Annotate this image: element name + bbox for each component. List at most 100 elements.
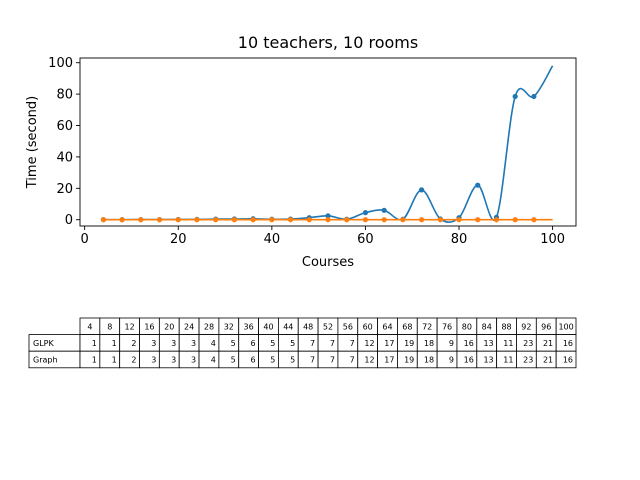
y-tick-label: 100 (48, 56, 73, 71)
column-header: 8 (107, 322, 112, 331)
cell-value: 7 (330, 339, 335, 348)
data-point (306, 217, 312, 223)
column-header: 92 (521, 322, 531, 331)
cell-value: 12 (364, 339, 374, 348)
column-header: 80 (462, 322, 472, 331)
table-cell (258, 350, 279, 369)
cell-value: 4 (211, 339, 216, 348)
table-cell (277, 334, 299, 352)
cell-value: 13 (483, 356, 493, 365)
cell-value: 16 (563, 339, 573, 348)
table-cell (317, 350, 339, 369)
cell-value: 7 (350, 339, 355, 348)
column-header: 84 (482, 322, 492, 331)
cell-value: 3 (151, 356, 156, 365)
plot-frame (79, 57, 577, 227)
cell-value: 1 (112, 339, 117, 348)
cell-value: 9 (449, 339, 454, 348)
data-point (344, 217, 350, 223)
cell-value: 19 (404, 356, 414, 365)
data-point (475, 182, 481, 188)
table-cell (158, 350, 180, 369)
cell-value: 21 (543, 356, 553, 365)
table-cell (238, 334, 259, 352)
cell-value: 3 (151, 339, 156, 348)
column-header: 44 (283, 322, 293, 331)
x-tick-label: 0 (81, 232, 89, 247)
table-cell (99, 350, 121, 369)
table-cell (317, 334, 339, 352)
data-point (119, 217, 125, 223)
column-header: 20 (164, 322, 174, 331)
table-cell (218, 334, 240, 352)
table-cell (139, 334, 160, 352)
cell-value: 4 (211, 356, 216, 365)
x-tick-label: 40 (264, 232, 281, 247)
data-point (287, 217, 294, 223)
column-header: 56 (343, 322, 353, 331)
cell-value: 19 (404, 339, 414, 348)
column-header: 16 (144, 322, 154, 331)
column-header: 100 (558, 322, 573, 331)
column-header: 28 (204, 322, 214, 331)
y-axis-label: Time (second) (25, 96, 40, 189)
cell-value: 6 (250, 356, 255, 365)
table-cell (297, 334, 319, 352)
cell-value: 17 (384, 356, 394, 365)
cell-value: 7 (330, 356, 335, 365)
cell-value: 5 (270, 339, 275, 348)
table-cell (555, 350, 577, 369)
cell-value: 5 (231, 356, 236, 365)
cell-value: 16 (464, 339, 474, 348)
cell-value: 5 (290, 356, 295, 365)
cell-value: 1 (92, 356, 97, 365)
data-point (269, 217, 275, 223)
column-header: 12 (125, 322, 135, 331)
data-point (250, 217, 256, 223)
table-cell (337, 350, 359, 369)
table-cell (119, 334, 140, 352)
table-cell (297, 350, 319, 369)
cell-value: 5 (231, 339, 236, 348)
data-point (512, 217, 518, 223)
cell-value: 3 (191, 356, 196, 365)
data-point (231, 217, 238, 223)
row-label: GLPK (33, 339, 54, 348)
column-header: 36 (244, 322, 254, 331)
y-tick-label: 40 (56, 150, 73, 165)
cell-value: 7 (350, 356, 355, 365)
series-line-1 (103, 65, 554, 223)
cell-value: 3 (171, 339, 176, 348)
y-tick-label: 80 (56, 88, 73, 103)
column-header: 40 (263, 322, 273, 331)
cell-value: 5 (270, 356, 275, 365)
x-tick-label: 20 (170, 232, 187, 247)
data-point (138, 217, 144, 223)
data-point (362, 217, 369, 223)
cell-value: 11 (503, 356, 513, 365)
column-header: 32 (224, 322, 234, 331)
column-header: 60 (363, 322, 373, 331)
cell-value: 18 (424, 356, 434, 365)
y-tick-label: 0 (65, 213, 73, 228)
column-header: 88 (501, 322, 511, 331)
data-point (531, 217, 537, 223)
data-point (362, 210, 369, 216)
data-point (213, 217, 219, 223)
table-cell (258, 334, 279, 352)
cell-value: 3 (171, 356, 176, 365)
column-header: 64 (382, 322, 392, 331)
column-header: 96 (541, 322, 551, 331)
data-point (400, 217, 406, 223)
x-tick-label: 100 (540, 232, 565, 247)
cell-value: 21 (543, 339, 553, 348)
cell-value: 3 (191, 339, 196, 348)
chart-title: 10 teachers, 10 rooms (238, 33, 418, 52)
cell-value: 2 (131, 356, 136, 365)
cell-value: 9 (449, 356, 454, 365)
data-point (418, 217, 425, 223)
column-header: 52 (323, 322, 333, 331)
column-header: 4 (87, 322, 92, 331)
column-header: 48 (303, 322, 313, 331)
column-header: 72 (422, 322, 432, 331)
